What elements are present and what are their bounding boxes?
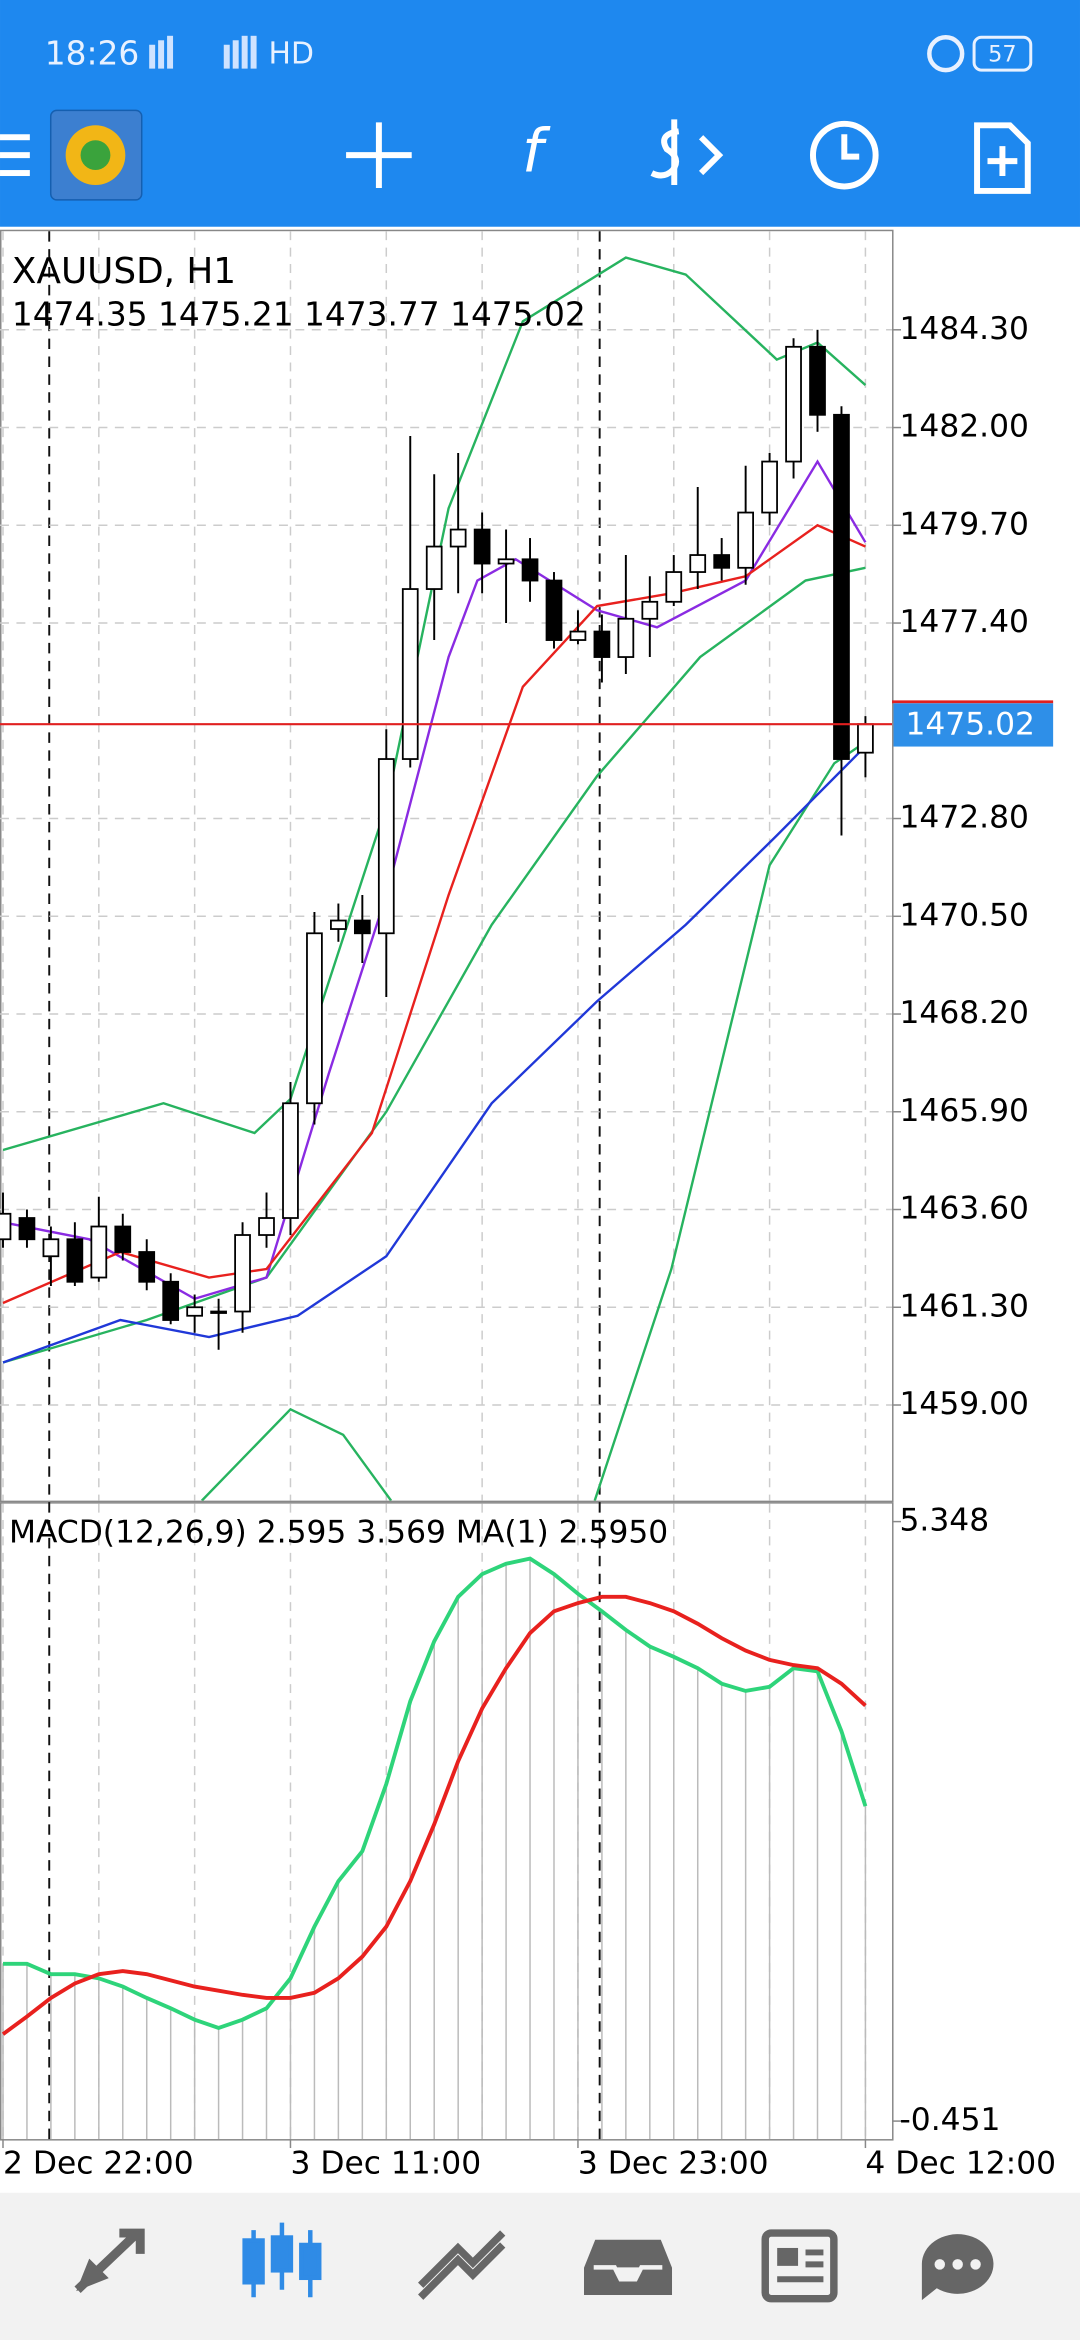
indicator-line [2,459,867,1301]
nav-messages[interactable] [921,2234,994,2301]
y-tick-label: 1479.70 [899,506,1029,542]
nav-trade[interactable] [418,2230,506,2300]
bottom-nav [0,2192,1080,2340]
candle-body [593,630,611,658]
templates-button[interactable] [974,122,1031,194]
candle-body [186,1306,203,1317]
alarm-icon [927,35,965,73]
macd-panel-frame [0,1502,894,2141]
macd-header: MACD(12,26,9) 2.595 3.569 MA(1) 2.5950 [9,1514,668,1550]
candle-body [0,1212,12,1241]
candle-body [569,630,587,641]
candle-body [617,617,635,658]
candle-body [114,1225,132,1253]
candle-body [833,413,850,760]
candle-body [689,554,707,573]
candle-body [306,932,323,1105]
candle-body [353,919,371,935]
candle-body [90,1225,108,1279]
nav-news[interactable] [761,2229,838,2303]
period-icon-hands [841,134,860,160]
candle-body [330,919,347,930]
status-time: 18:26 [45,35,140,73]
menu-button[interactable] [0,134,30,177]
x-tick-label: 3 Dec 23:00 [578,2145,769,2181]
symbol-title: XAUUSD, H1 [12,251,236,292]
y-tick-label: 1472.80 [899,800,1029,836]
app-bar [0,0,1080,227]
y-tick-label: 1477.40 [899,604,1029,640]
candle-body [210,1310,227,1314]
signal-icons [149,35,257,69]
candle-body [713,554,731,569]
y-tick-label: 1461.30 [899,1288,1029,1324]
candle-body [545,579,563,641]
candle-body [785,345,802,463]
indicator-line [2,256,867,1152]
y-tick-label: 1459.00 [899,1386,1029,1422]
candle-body [473,528,491,565]
candle-body [857,723,874,754]
candle-body [234,1234,251,1313]
candle-body [162,1280,180,1321]
candle-body [521,558,539,582]
candle-body [641,600,659,620]
y-tick-label: 1465.90 [899,1093,1029,1129]
nav-quotes[interactable] [74,2228,145,2293]
candle-body [401,588,419,760]
candle-body [377,758,395,935]
candle-body [42,1238,60,1258]
indicator-line [200,741,867,1501]
nav-history[interactable] [579,2235,677,2300]
y-tick-label: 1468.20 [899,995,1029,1031]
templates-icon-plus [987,146,1018,177]
candle-body [665,571,683,603]
candle-body [18,1217,36,1241]
candle-body [425,545,443,590]
indicator-line [2,566,866,1364]
y-tick-label: 1470.50 [899,897,1029,933]
candle-body [497,558,515,565]
indicator-line [2,1556,868,2030]
y-tick-label: 1463.60 [899,1191,1029,1227]
battery-icon [972,35,1033,72]
candle-body [282,1102,299,1219]
price-label: 1475.02 [905,707,1035,743]
y-tick-label: -0.451 [899,2102,1000,2138]
indicator-line [2,745,867,1364]
crosshair-button[interactable] [346,122,412,188]
x-tick-label: 4 Dec 12:00 [865,2145,1056,2181]
candle-body [809,345,826,416]
y-tick-label: 1484.30 [899,311,1029,347]
x-tick-label: 3 Dec 11:00 [290,2145,481,2181]
candle-body [66,1238,84,1283]
nav-chart[interactable] [242,2222,322,2298]
network-type: HD [269,37,314,72]
indicator-line [2,523,866,1305]
battery-level: 57 [988,42,1016,68]
trade-button[interactable] [650,119,724,185]
price-label-box [893,703,1054,747]
y-tick-label: 5.348 [899,1503,989,1539]
indicator-line [1,1594,867,2036]
ohlc-header: 1474.35 1475.21 1473.77 1475.02 [12,296,586,334]
candle-body [761,460,778,514]
app-logo-inner [80,140,111,171]
y-tick-label: 1482.00 [899,409,1029,445]
price-panel-frame [0,229,894,1503]
period-button[interactable] [809,120,879,190]
candle-body [449,528,467,548]
candle-body [737,511,754,569]
candle-body [258,1217,275,1236]
candle-body [138,1251,156,1283]
x-tick-label: 2 Dec 22:00 [3,2145,194,2181]
